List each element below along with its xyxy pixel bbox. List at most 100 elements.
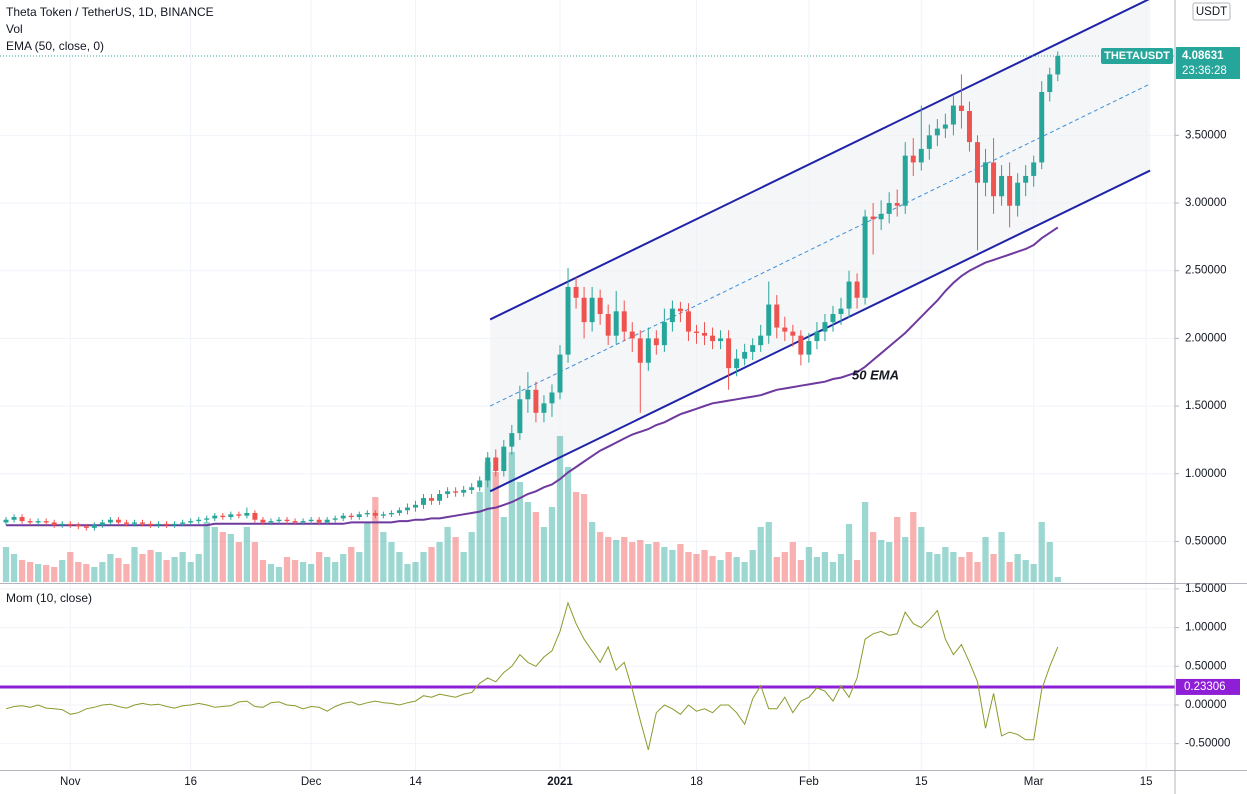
countdown-label: 23:36:28	[1182, 65, 1227, 77]
volume-bar	[733, 557, 740, 582]
level-label: 0.23306	[1184, 681, 1226, 693]
candle-body	[942, 124, 948, 129]
volume-bar	[693, 554, 700, 582]
candle-body	[453, 491, 459, 493]
price-pane	[0, 0, 1175, 582]
candle-body	[11, 517, 17, 520]
candle-body	[589, 297, 595, 323]
candle-body	[830, 314, 836, 323]
volume-bar	[251, 542, 259, 582]
candle-body	[685, 311, 691, 332]
mom-tick-label: 0.50000	[1185, 660, 1227, 672]
candle-body	[766, 304, 772, 336]
volume-bar	[275, 567, 283, 582]
volume-bar	[179, 552, 186, 582]
candle-body	[437, 494, 443, 501]
volume-bar	[966, 552, 973, 582]
candle-body	[212, 515, 218, 519]
candle-body	[156, 523, 162, 526]
volume-bar	[99, 562, 106, 582]
x-tick-label: 15	[1140, 776, 1153, 788]
volume-bar	[452, 537, 459, 582]
volume-bar	[725, 552, 732, 582]
candle-body	[814, 331, 820, 342]
candle-body	[388, 512, 394, 515]
volume-label: Vol	[6, 22, 23, 36]
volume-bar	[380, 532, 387, 582]
volume-bar	[26, 562, 34, 582]
chart-title: Theta Token / TetherUS, 1D, BINANCE	[6, 5, 214, 19]
volume-bar	[420, 552, 427, 582]
x-tick-label: 2021	[547, 776, 573, 788]
candle-body	[51, 522, 57, 526]
volume-bar	[910, 512, 917, 582]
volume-bar	[597, 532, 604, 582]
volume-bar	[35, 564, 42, 582]
candle-body	[854, 281, 860, 298]
volume-bar	[629, 542, 636, 582]
candle-body	[228, 514, 234, 518]
candle-body	[421, 498, 427, 505]
level-box	[1176, 678, 1240, 695]
volume-bar	[51, 567, 58, 582]
candle-body	[581, 297, 587, 323]
candle-body	[645, 338, 651, 363]
volume-bar	[123, 564, 130, 582]
candle-body	[1055, 55, 1061, 75]
candle-body	[485, 457, 491, 481]
candle-body	[726, 338, 732, 369]
volume-bar	[291, 560, 299, 582]
volume-bar	[1014, 554, 1021, 582]
momentum-label: Mom (10, close)	[6, 591, 92, 605]
volume-bar	[894, 517, 901, 582]
candle-body	[236, 514, 242, 516]
candle-body	[838, 308, 844, 315]
volume-bar	[757, 527, 764, 582]
candle-body	[27, 521, 33, 523]
volume-bar	[878, 540, 885, 582]
candle-body	[629, 331, 635, 339]
candle-body	[276, 519, 282, 522]
candle-body	[653, 338, 659, 346]
volume-bar	[396, 552, 403, 582]
candle-body	[3, 519, 9, 523]
candle-body	[300, 521, 306, 523]
candle-body	[99, 522, 105, 526]
candle-body	[605, 314, 611, 336]
candle-body	[1023, 175, 1029, 183]
volume-bar	[540, 527, 548, 582]
volume-bar	[805, 547, 813, 582]
volume-bar	[332, 562, 339, 582]
candle-body	[621, 311, 627, 332]
candle-body	[677, 308, 683, 312]
volume-bar	[107, 554, 114, 582]
volume-bar	[195, 554, 202, 582]
candle-body	[975, 142, 980, 183]
volume-bar	[621, 537, 628, 582]
candle-body	[115, 519, 121, 523]
candle-body	[846, 281, 852, 309]
volume-bar	[2, 547, 10, 582]
volume-bar	[259, 560, 267, 582]
volume-bar	[861, 502, 869, 582]
volume-bar	[789, 542, 796, 582]
volume-bar	[677, 544, 684, 582]
candle-body	[966, 110, 972, 143]
volume-bar	[428, 547, 435, 582]
volume-bar	[669, 550, 676, 582]
volume-bar	[147, 550, 154, 582]
candle-body	[469, 487, 475, 490]
volume-bar	[131, 547, 138, 582]
volume-bar	[717, 560, 724, 582]
volume-bar	[958, 557, 965, 582]
candle-body	[525, 389, 531, 400]
candle-body	[445, 491, 451, 495]
candle-body	[557, 354, 563, 393]
currency-label: USDT	[1196, 6, 1227, 18]
candle-body	[372, 512, 378, 516]
momentum-pane	[0, 601, 1175, 751]
volume-bar	[781, 552, 788, 582]
candle-body	[710, 335, 716, 342]
volume-bar	[460, 552, 467, 582]
candle-body	[429, 498, 435, 501]
